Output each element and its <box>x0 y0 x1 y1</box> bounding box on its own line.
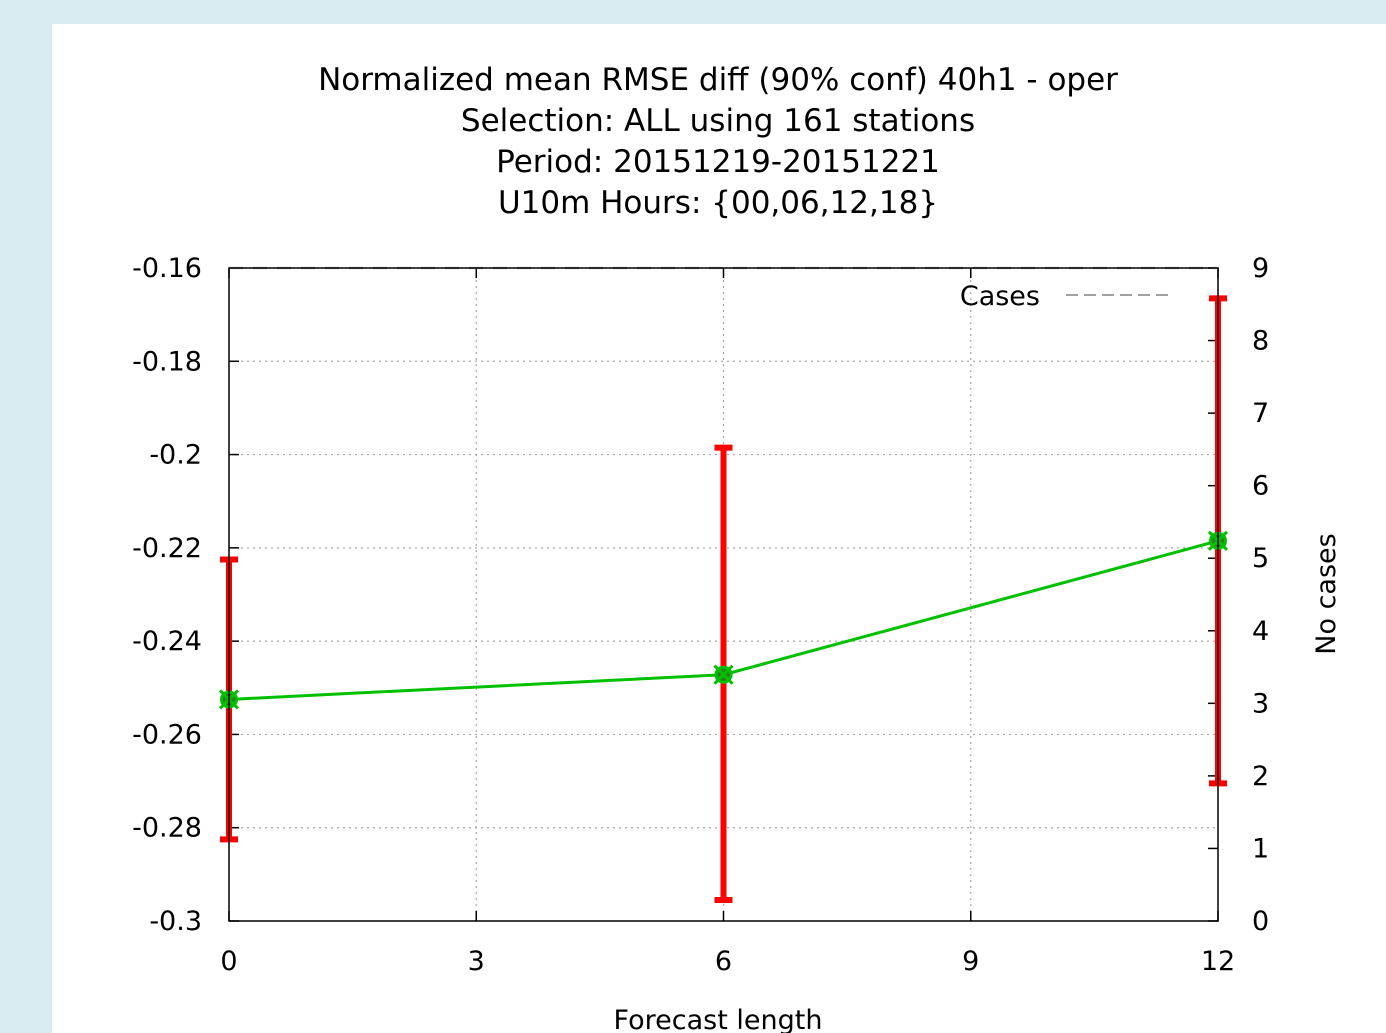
y2-tick-label: 2 <box>1252 761 1269 792</box>
y-tick-label: -0.28 <box>132 813 202 844</box>
data-point-cross <box>713 664 734 685</box>
y2-axis-ticks: 0 1 2 3 4 5 6 7 8 9 <box>1208 253 1269 937</box>
y-tick-label: -0.24 <box>132 626 202 657</box>
y2-tick-label: 7 <box>1252 398 1269 429</box>
y-axis-ticks: -0.3 -0.28 -0.26 -0.24 -0.22 -0.2 -0.18 -0.16 <box>132 253 239 937</box>
chart: Normalized mean RMSE diff (90% conf) 40h… <box>132 62 1342 1033</box>
y2-tick-label: 0 <box>1252 906 1269 937</box>
title-line: Selection: ALL using 161 stations <box>461 103 975 139</box>
x-axis-label: Forecast length <box>614 1005 823 1033</box>
y-tick-label: -0.2 <box>149 440 202 471</box>
x-tick-label: 9 <box>962 946 979 977</box>
chart-panel: Normalized mean RMSE diff (90% conf) 40h… <box>52 24 1386 1033</box>
plot-frame <box>228 267 1219 922</box>
grid <box>229 268 1218 921</box>
y2-tick-label: 3 <box>1252 688 1269 719</box>
y2-tick-label: 5 <box>1252 543 1269 574</box>
y-tick-label: -0.3 <box>149 906 202 937</box>
y-tick-label: -0.22 <box>132 533 202 564</box>
y-tick-label: -0.18 <box>132 346 202 377</box>
x-tick-label: 12 <box>1201 946 1235 977</box>
legend: Cases <box>960 281 1170 312</box>
x-tick-label: 6 <box>715 946 732 977</box>
title-line: Normalized mean RMSE diff (90% conf) 40h… <box>318 62 1118 98</box>
legend-label-cases: Cases <box>960 281 1040 312</box>
y2-tick-label: 4 <box>1252 616 1269 647</box>
title-line: U10m Hours: {00,06,12,18} <box>498 185 938 221</box>
chart-title: Normalized mean RMSE diff (90% conf) 40h… <box>318 62 1118 221</box>
y2-tick-label: 1 <box>1252 833 1269 864</box>
title-line: Period: 20151219-20151221 <box>496 144 940 180</box>
y-tick-label: -0.26 <box>132 719 202 750</box>
data-point <box>713 664 734 685</box>
y-tick-label: -0.16 <box>132 253 202 284</box>
y2-tick-label: 6 <box>1252 471 1269 502</box>
x-tick-label: 0 <box>220 946 237 977</box>
y2-tick-label: 8 <box>1252 326 1269 357</box>
x-tick-label: 3 <box>468 946 485 977</box>
x-axis-ticks: 0 3 6 9 12 <box>220 268 1235 977</box>
y2-tick-label: 9 <box>1252 253 1269 284</box>
y2-axis-label: No cases <box>1311 533 1342 654</box>
